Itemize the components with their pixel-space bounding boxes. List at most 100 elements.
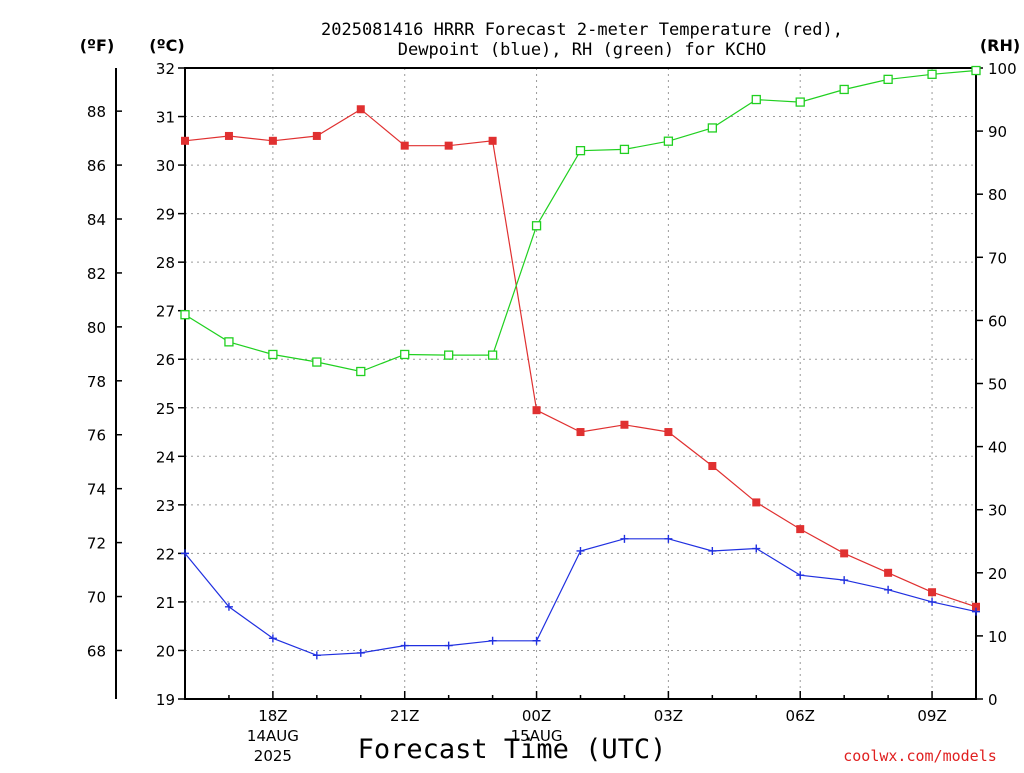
fahrenheit-ticks: 68 70 72 74 76 78 80 82 84 86 88 <box>87 103 122 660</box>
dewpoint-point <box>664 534 673 543</box>
rh-point <box>312 357 322 367</box>
time-tick-label: 09Z <box>917 707 946 725</box>
rh-point <box>268 349 278 360</box>
dewpoint-point <box>972 607 980 616</box>
dewpoint-point <box>268 634 277 643</box>
temperature-point <box>620 420 629 429</box>
rh-point <box>444 350 454 360</box>
dewpoint-point <box>488 636 497 645</box>
time-tick-label: 06Z <box>786 707 815 725</box>
celsius-tick-label: 25 <box>156 400 175 418</box>
temperature-point <box>224 131 233 140</box>
rh-tick-label: 100 <box>988 60 1017 78</box>
rh-point <box>224 337 234 347</box>
rh-tick-label: 10 <box>988 628 1007 646</box>
time-tick-label: 18Z <box>258 707 287 725</box>
celsius-tick-label: 28 <box>156 254 175 272</box>
dewpoint-point <box>928 597 937 606</box>
chart-title-line2: Dewpoint (blue), RH (green) for KCHO <box>398 40 766 60</box>
fahrenheit-tick-label: 72 <box>87 535 106 553</box>
temperature-point <box>356 105 365 114</box>
dewpoint-point <box>796 571 805 580</box>
dewpoint-point <box>181 549 189 558</box>
dewpoint-point <box>312 651 321 660</box>
temperature-point <box>444 141 453 150</box>
fahrenheit-tick-label: 68 <box>87 642 106 660</box>
rh-point <box>883 74 893 85</box>
celsius-tick-label: 19 <box>156 691 175 709</box>
rh-point <box>839 84 849 95</box>
temperature-point <box>752 498 761 507</box>
celsius-ticks: 19 20 21 22 23 24 25 26 27 28 29 30 31 32 <box>156 60 185 709</box>
fahrenheit-tick-label: 86 <box>87 157 106 175</box>
rh-tick-label: 20 <box>988 565 1007 583</box>
plot-frame <box>184 67 977 700</box>
celsius-tick-label: 22 <box>156 545 175 563</box>
time-tick-label: 00Z <box>522 707 551 725</box>
dewpoint-point <box>576 546 585 555</box>
rh-tick-label: 40 <box>988 439 1007 457</box>
rh-point <box>619 144 630 155</box>
year-tick-label: 2025 <box>254 747 292 765</box>
fahrenheit-tick-label: 70 <box>87 589 106 607</box>
rh-tick-label: 90 <box>988 123 1007 141</box>
x-axis-label: Forecast Time (UTC) <box>358 734 667 765</box>
dewpoint-point <box>400 641 409 650</box>
chart-title-line1: 2025081416 HRRR Forecast 2-meter Tempera… <box>321 20 843 40</box>
rh-axis-unit: (RH) <box>980 36 1020 55</box>
rh-point <box>400 349 410 360</box>
dewpoint-line <box>184 538 977 656</box>
celsius-tick-label: 23 <box>156 497 175 515</box>
dewpoint-point <box>620 534 629 543</box>
celsius-tick-label: 21 <box>156 594 175 612</box>
celsius-tick-label: 29 <box>156 206 175 224</box>
fahrenheit-tick-label: 84 <box>87 211 106 229</box>
celsius-tick-label: 32 <box>156 60 175 78</box>
fahrenheit-tick-label: 76 <box>87 427 106 445</box>
celsius-tick-label: 30 <box>156 157 175 175</box>
fahrenheit-axis-unit: (ºF) <box>80 36 115 55</box>
celsius-tick-label: 27 <box>156 303 175 321</box>
rh-point <box>356 366 366 377</box>
rh-point <box>663 136 674 146</box>
rh-tick-label: 60 <box>988 312 1007 330</box>
celsius-tick-label: 26 <box>156 351 175 369</box>
temperature-point <box>576 428 585 437</box>
temperature-point <box>796 525 805 534</box>
fahrenheit-tick-label: 78 <box>87 373 106 391</box>
rh-point <box>180 310 190 320</box>
time-ticks: 18Z 14AUG 2025 21Z 00Z 15AUG 03Z 06Z 09Z <box>184 691 977 765</box>
dewpoint-point <box>708 546 717 555</box>
rh-point <box>575 146 586 156</box>
temperature-line <box>184 108 977 608</box>
temperature-point <box>708 462 717 471</box>
rh-tick-label: 50 <box>988 376 1007 394</box>
temperature-point <box>181 136 189 145</box>
fahrenheit-tick-label: 82 <box>87 265 106 283</box>
rh-point <box>751 94 761 105</box>
temperature-point <box>664 428 673 437</box>
rh-point <box>971 65 981 76</box>
rh-point <box>707 123 717 133</box>
rh-tick-label: 80 <box>988 186 1007 204</box>
temperature-point <box>884 568 893 577</box>
fahrenheit-tick-label: 74 <box>87 481 106 499</box>
temperature-point <box>268 136 277 145</box>
dewpoint-point <box>356 648 365 657</box>
fahrenheit-tick-label: 80 <box>87 319 106 337</box>
series-layer <box>180 65 981 660</box>
fahrenheit-tick-label: 88 <box>87 103 106 121</box>
celsius-tick-label: 20 <box>156 642 175 660</box>
celsius-axis-unit: (ºC) <box>149 36 184 55</box>
time-tick-label: 21Z <box>390 707 419 725</box>
dewpoint-point <box>884 585 893 594</box>
temperature-point <box>532 406 541 415</box>
dewpoint-point <box>224 602 233 611</box>
dewpoint-point <box>752 544 761 553</box>
rh-tick-label: 70 <box>988 249 1007 267</box>
temperature-point <box>972 602 980 611</box>
temperature-point <box>840 549 849 558</box>
dewpoint-point <box>444 641 453 650</box>
rh-tick-label: 30 <box>988 502 1007 520</box>
